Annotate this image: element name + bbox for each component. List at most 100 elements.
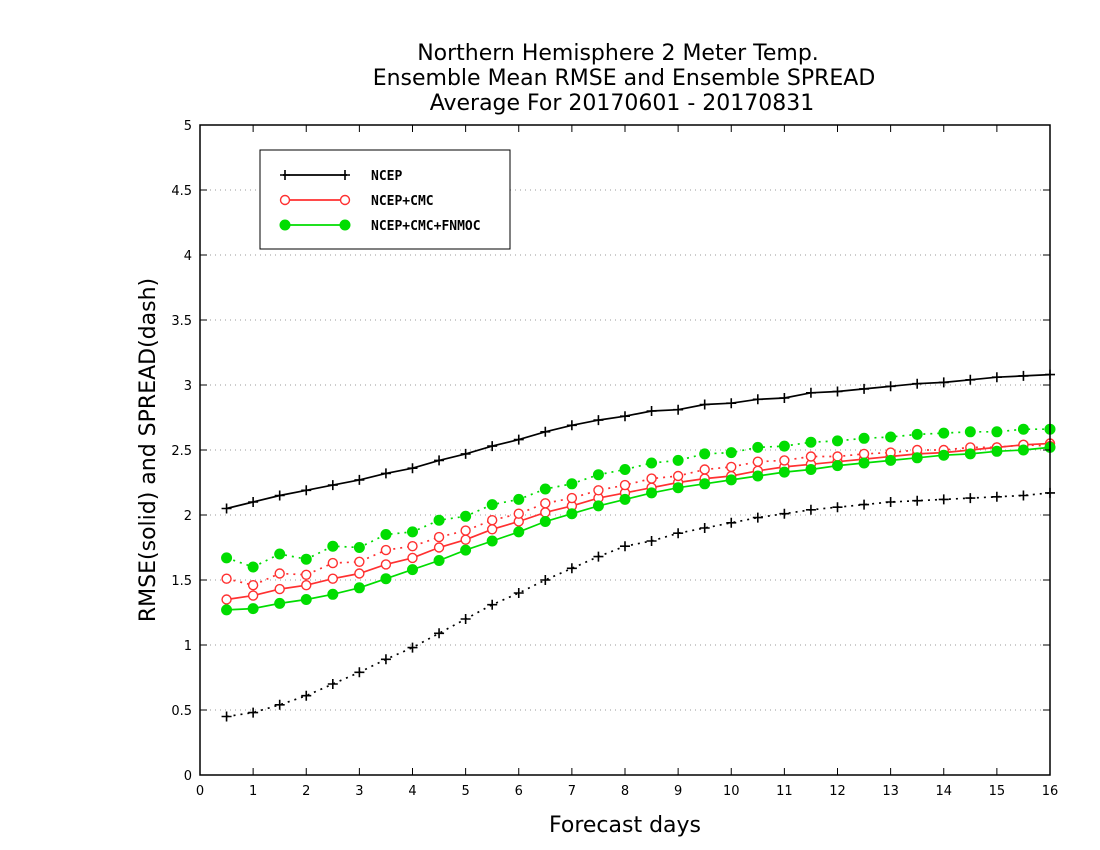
rmse-point	[301, 485, 312, 496]
spread-point	[593, 485, 604, 496]
spread-point	[885, 497, 896, 507]
spread-point	[566, 492, 578, 504]
spread-point	[832, 451, 843, 462]
rmse-point	[487, 441, 498, 452]
rmse-point	[752, 470, 764, 482]
spread-point	[354, 556, 365, 567]
rmse-point	[354, 474, 365, 485]
x-tick-label: 13	[882, 784, 899, 799]
spread-point	[407, 526, 418, 538]
y-tick-label: 0	[184, 769, 192, 784]
spread-point	[460, 614, 471, 624]
spread-point	[407, 541, 418, 552]
spread-point	[699, 523, 710, 533]
rmse-point	[380, 468, 391, 479]
spread-point	[779, 455, 790, 466]
spread-point	[221, 552, 233, 564]
spread-point	[274, 548, 286, 560]
rmse-point	[646, 487, 658, 499]
spread-point	[699, 448, 711, 460]
y-tick-label: 3.5	[171, 314, 192, 329]
rmse-point	[327, 588, 339, 600]
rmse-point	[486, 524, 498, 535]
x-tick-label: 9	[674, 784, 682, 799]
x-tick-label: 16	[1042, 784, 1059, 799]
x-tick-label: 2	[302, 784, 310, 799]
y-tick-label: 0.5	[171, 704, 192, 719]
spread-line	[226, 492, 1051, 718]
rmse-point	[672, 482, 684, 494]
rmse-point	[805, 387, 816, 398]
spread-point	[380, 544, 392, 556]
rmse-point	[620, 411, 630, 422]
spread-point	[327, 540, 339, 552]
rmse-point	[274, 490, 285, 501]
title-line-2: Ensemble Mean RMSE and Ensemble SPREAD	[373, 66, 876, 91]
spread-point	[248, 707, 259, 718]
legend-marker	[280, 170, 290, 180]
spread-point	[859, 499, 870, 510]
rmse-point	[221, 604, 233, 616]
spread-point	[964, 426, 976, 438]
spread-point	[593, 551, 604, 562]
rmse-point	[858, 457, 870, 469]
legend-marker	[339, 219, 351, 231]
rmse-point	[592, 500, 604, 512]
rmse-point	[726, 398, 737, 409]
y-tick-label: 2.5	[171, 444, 192, 459]
legend: NCEP NCEP+CMC NCEP+CMC+FNMOC	[259, 149, 511, 250]
rmse-point	[513, 434, 524, 445]
y-tick-label: 4.5	[171, 184, 192, 199]
rmse-point	[885, 454, 897, 466]
spread-point	[274, 699, 285, 710]
spread-point	[407, 642, 418, 653]
series-ncep-cmc	[221, 438, 1056, 605]
rmse-point	[699, 478, 711, 490]
rmse-point	[832, 460, 843, 472]
x-tick-label: 3	[355, 784, 363, 799]
spread-point	[221, 573, 232, 584]
y-tick-label: 2	[184, 509, 192, 524]
y-axis-label: RMSE(solid) and SPREAD(dash)	[136, 278, 161, 622]
spread-point	[433, 514, 445, 526]
spread-point	[646, 473, 657, 484]
rmse-line	[226, 446, 1051, 611]
x-tick-label: 14	[935, 784, 952, 799]
spread-point	[380, 654, 391, 665]
spread-point	[221, 711, 232, 722]
rmse-point	[407, 552, 418, 564]
spread-point	[540, 498, 551, 509]
y-tick-label: 1	[184, 639, 192, 654]
x-tick-label: 8	[621, 784, 629, 799]
rmse-line	[226, 442, 1051, 601]
spread-point	[327, 557, 339, 569]
spread-point	[805, 451, 817, 462]
plot-series	[221, 369, 1056, 722]
spread-point	[460, 525, 471, 536]
rmse-point	[832, 386, 843, 397]
rmse-point	[353, 582, 365, 594]
rmse-point	[1017, 444, 1029, 456]
rmse-point	[646, 406, 657, 416]
rmse-point	[380, 559, 392, 570]
legend-label: NCEP+CMC+FNMOC	[371, 219, 481, 234]
spread-point	[858, 448, 870, 460]
series-ncep-cmc-fnmoc	[221, 423, 1056, 616]
spread-point	[619, 479, 631, 491]
spread-point	[247, 580, 259, 591]
rmse-point	[964, 448, 976, 460]
spread-point	[540, 575, 551, 585]
spread-point	[487, 599, 498, 610]
spread-point	[592, 469, 604, 481]
rmse-point	[380, 573, 392, 585]
spread-point	[1017, 423, 1029, 435]
x-tick-label: 5	[461, 784, 469, 799]
spread-point	[912, 495, 923, 506]
rmse-line	[226, 373, 1051, 510]
spread-point	[885, 431, 897, 443]
rmse-point	[486, 535, 498, 547]
rmse-point	[407, 564, 418, 576]
rmse-point	[778, 466, 790, 478]
rmse-point	[938, 377, 949, 388]
legend-marker	[339, 194, 351, 206]
